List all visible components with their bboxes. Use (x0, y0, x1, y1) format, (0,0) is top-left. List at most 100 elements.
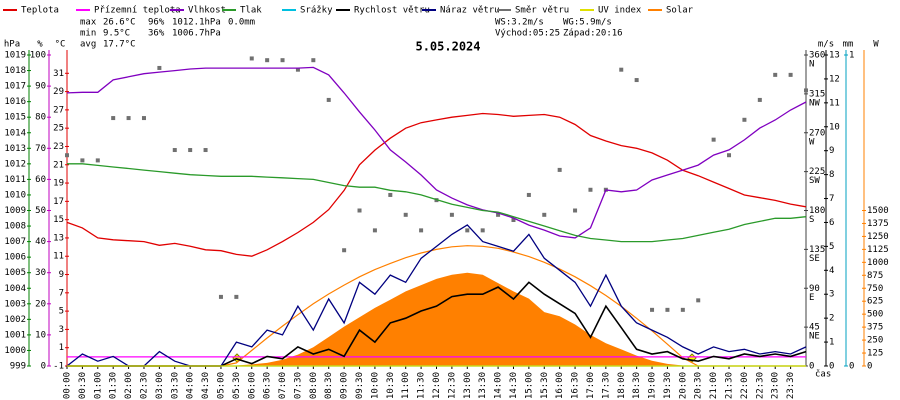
y-tick-label: 500 (867, 310, 883, 320)
y-tick-label: 250 (867, 336, 883, 346)
y-tick-label: 9 (59, 270, 64, 280)
x-tick-label: 17:00 (586, 372, 596, 399)
y-tick-label: 0 (849, 362, 854, 372)
y-tick-label: 45 (809, 323, 820, 333)
y-axis-unit: hPa (4, 40, 20, 50)
x-tick-label: 19:00 (648, 372, 658, 399)
y-tick-label: 50 (35, 206, 46, 216)
stat-text: 17.7°C (103, 40, 136, 50)
wind-direction-point (573, 208, 578, 213)
x-tick-label: 04:00 (186, 372, 196, 399)
y-axis-unit: W (873, 40, 879, 50)
wind-direction-point (357, 208, 362, 213)
x-tick-label: 11:00 (401, 372, 411, 399)
wind-direction-point (634, 78, 639, 83)
x-tick-label: 07:30 (293, 372, 303, 399)
y-tick-label: 225 (809, 167, 825, 177)
wind-direction-point (480, 228, 485, 233)
wind-direction-point (111, 116, 116, 121)
y-tick-label: 6 (829, 218, 834, 228)
x-tick-label: 05:00 (216, 372, 226, 399)
x-tick-label: 01:30 (109, 372, 119, 399)
y-axis-unit: m/s (818, 40, 834, 50)
y-tick-label: 1003 (4, 299, 26, 309)
y-tick-label: 1001 (4, 330, 26, 340)
wind-direction-point (265, 58, 270, 63)
y-tick-label: 1007 (4, 237, 26, 247)
y-tick-label: 12 (829, 74, 840, 84)
stat-text: 1012.1hPa (172, 18, 221, 28)
y-tick-label: 999 (10, 362, 26, 372)
x-tick-label: 16:00 (555, 372, 565, 399)
x-axis-label: čas (815, 369, 831, 380)
x-tick-label: 22:30 (755, 372, 765, 399)
y-tick-label: 1010 (4, 190, 26, 200)
y-tick-label: 2 (829, 314, 834, 324)
x-tick-label: 02:00 (124, 372, 134, 399)
x-tick-label: 05:30 (232, 372, 242, 399)
y-tick-label: 1017 (4, 82, 26, 92)
direction-label: N (809, 60, 814, 70)
wind-direction-point (449, 212, 454, 217)
y-axis-unit: mm (843, 40, 854, 50)
y-tick-label: 23 (53, 142, 64, 152)
direction-label: NW (809, 98, 820, 108)
y-tick-label: 4 (829, 266, 834, 276)
wind-direction-point (619, 67, 624, 72)
y-tick-label: 5 (59, 307, 64, 317)
y-tick-label: 7 (829, 194, 834, 204)
x-tick-label: 08:30 (324, 372, 334, 399)
wind-direction-point (588, 187, 593, 192)
y-tick-label: 11 (829, 98, 840, 108)
y-tick-label: 1005 (4, 268, 26, 278)
stat-text: 0.0mm (228, 18, 255, 28)
y-tick-label: 1250 (867, 232, 889, 242)
y-tick-label: 360 (809, 51, 825, 61)
y-tick-label: 17 (53, 197, 64, 207)
y-tick-label: 1002 (4, 315, 26, 325)
x-tick-label: 13:30 (478, 372, 488, 399)
x-tick-label: 09:00 (340, 372, 350, 399)
stat-text: 36% (148, 29, 165, 39)
x-tick-label: 18:00 (617, 372, 627, 399)
y-tick-label: 1008 (4, 222, 26, 232)
wind-direction-point (203, 148, 208, 153)
y-tick-label: 1012 (4, 159, 26, 169)
y-tick-label: 125 (867, 349, 883, 359)
x-tick-label: 09:30 (355, 372, 365, 399)
y-tick-label: 5 (829, 242, 834, 252)
y-tick-label: 10 (35, 330, 46, 340)
wind-direction-point (757, 97, 762, 102)
stat-text: 9.5°C (103, 29, 130, 39)
chart-title: 5.05.2024 (415, 40, 480, 54)
wind-direction-point (742, 117, 747, 122)
y-tick-label: 25 (53, 124, 64, 134)
y-tick-label: 30 (35, 268, 46, 278)
y-tick-label: 1000 (867, 258, 889, 268)
wind-direction-point (218, 294, 223, 299)
y-axis-unit: % (37, 40, 43, 50)
x-tick-label: 08:00 (309, 372, 319, 399)
y-tick-label: 1019 (4, 51, 26, 61)
wind-direction-point (542, 212, 547, 217)
y-tick-label: 875 (867, 271, 883, 281)
wind-info: WG:5.9m/s (563, 18, 612, 28)
y-tick-label: 70 (35, 144, 46, 154)
y-tick-label: 80 (35, 113, 46, 123)
x-tick-label: 00:00 (63, 372, 73, 399)
y-tick-label: 10 (829, 122, 840, 132)
y-tick-label: 750 (867, 284, 883, 294)
wind-direction-point (696, 298, 701, 303)
y-tick-label: 13 (829, 51, 840, 61)
y-tick-label: 1 (829, 338, 834, 348)
series-line (66, 66, 807, 239)
y-tick-label: 1018 (4, 66, 26, 76)
y-tick-label: 3 (829, 290, 834, 300)
y-tick-label: 13 (53, 233, 64, 243)
y-tick-label: 1009 (4, 206, 26, 216)
x-tick-label: 04:30 (201, 372, 211, 399)
y-tick-label: 1125 (867, 245, 889, 255)
y-tick-label: 1011 (4, 175, 26, 185)
wind-direction-point (95, 158, 100, 163)
